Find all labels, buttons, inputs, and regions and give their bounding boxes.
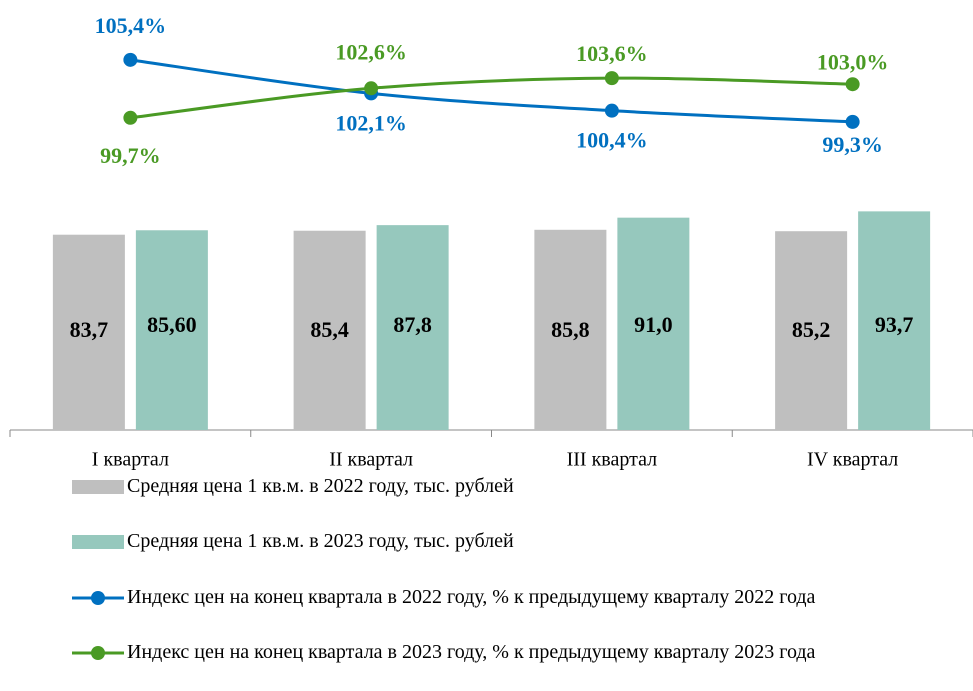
- legend-marker: [91, 591, 105, 605]
- bar: [52, 234, 125, 430]
- x-tick-label: II квартал: [329, 449, 413, 471]
- line-point: [364, 81, 379, 96]
- line-value-label: 103,0%: [817, 49, 889, 74]
- bar: [376, 225, 449, 430]
- legend-label: Индекс цен на конец квартала в 2022 году…: [127, 586, 816, 608]
- line: [130, 58, 853, 124]
- line-point: [123, 52, 138, 67]
- bar-value-label: 83,7: [70, 317, 109, 342]
- line-value-label: 100,4%: [576, 128, 648, 153]
- line-value-label: 102,6%: [335, 39, 407, 64]
- bar-value-label: 85,4: [310, 317, 349, 342]
- bar: [135, 230, 208, 430]
- line-value-label: 99,3%: [822, 132, 883, 157]
- line-value-label: 103,6%: [576, 41, 648, 66]
- line-point: [845, 114, 860, 129]
- legend-swatch: [72, 480, 124, 494]
- x-tick-label: III квартал: [567, 449, 658, 471]
- x-tick-label: IV квартал: [807, 449, 898, 471]
- legend-marker: [91, 646, 105, 660]
- bar: [293, 230, 366, 430]
- line-point: [845, 77, 860, 92]
- legend-label: Средняя цена 1 кв.м. в 2023 году, тыс. р…: [127, 530, 514, 552]
- bar: [858, 211, 931, 430]
- legend-swatch: [72, 535, 124, 549]
- line-point: [123, 110, 138, 125]
- bar: [775, 231, 848, 430]
- bar-value-label: 85,60: [147, 312, 197, 337]
- bar-value-label: 85,8: [551, 317, 590, 342]
- line: [130, 76, 853, 120]
- bar-value-label: 87,8: [393, 312, 432, 337]
- line-point: [604, 71, 619, 86]
- bar-value-label: 93,7: [875, 312, 914, 337]
- bar: [534, 229, 607, 430]
- bar: [617, 217, 690, 430]
- line-value-label: 102,1%: [335, 110, 407, 135]
- bar-value-label: 91,0: [634, 312, 673, 337]
- legend-label: Средняя цена 1 кв.м. в 2022 году, тыс. р…: [127, 475, 514, 497]
- x-tick-label: I квартал: [92, 449, 169, 471]
- line-value-label: 99,7%: [100, 143, 161, 168]
- line-point: [604, 103, 619, 118]
- legend-label: Индекс цен на конец квартала в 2023 году…: [127, 641, 816, 663]
- bar-value-label: 85,2: [792, 317, 831, 342]
- line-value-label: 105,4%: [95, 13, 167, 38]
